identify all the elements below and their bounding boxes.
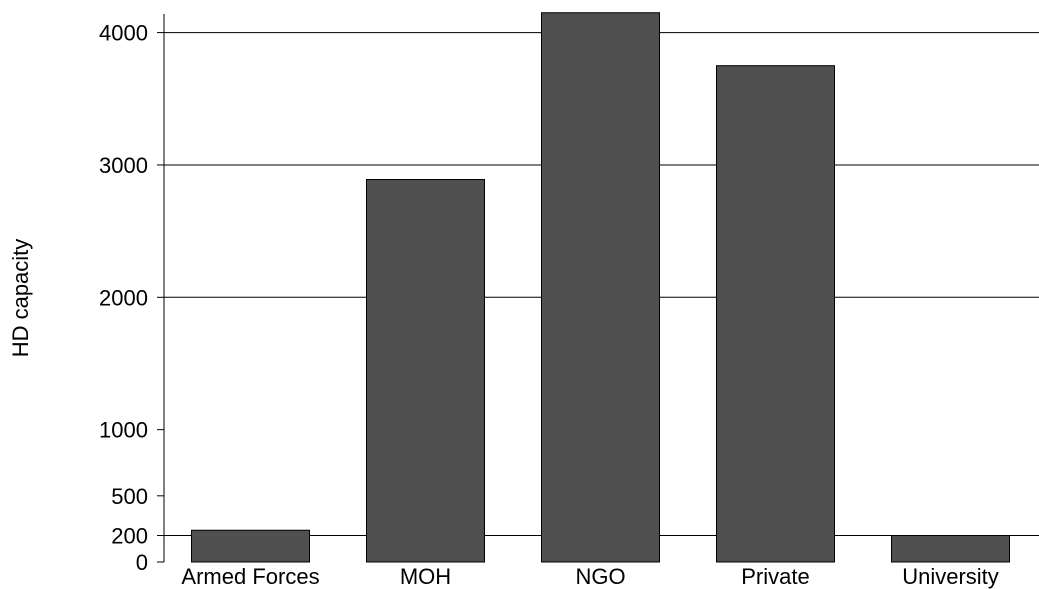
y-tick-label: 4000	[99, 21, 148, 46]
y-tick-label: 200	[111, 524, 148, 549]
x-tick-label: University	[902, 564, 999, 589]
y-axis-title: HD capacity	[8, 239, 33, 358]
y-tick-label: 1000	[99, 418, 148, 443]
bar	[191, 529, 310, 563]
bar	[541, 12, 660, 563]
bars	[191, 12, 1010, 563]
axes	[157, 14, 165, 563]
y-tick-label: 2000	[99, 285, 148, 310]
x-tick-label: Armed Forces	[181, 564, 319, 589]
bar	[716, 65, 835, 563]
x-tick-label: MOH	[400, 564, 451, 589]
bar	[366, 179, 485, 563]
y-tick-label: 500	[111, 484, 148, 509]
bar	[891, 535, 1010, 563]
x-tick-label: Private	[741, 564, 809, 589]
x-tick-labels: Armed Forces MOH NGO Private University	[181, 564, 998, 589]
y-tick-label: 0	[136, 550, 148, 575]
x-tick-label: NGO	[575, 564, 625, 589]
y-tick-label: 3000	[99, 153, 148, 178]
